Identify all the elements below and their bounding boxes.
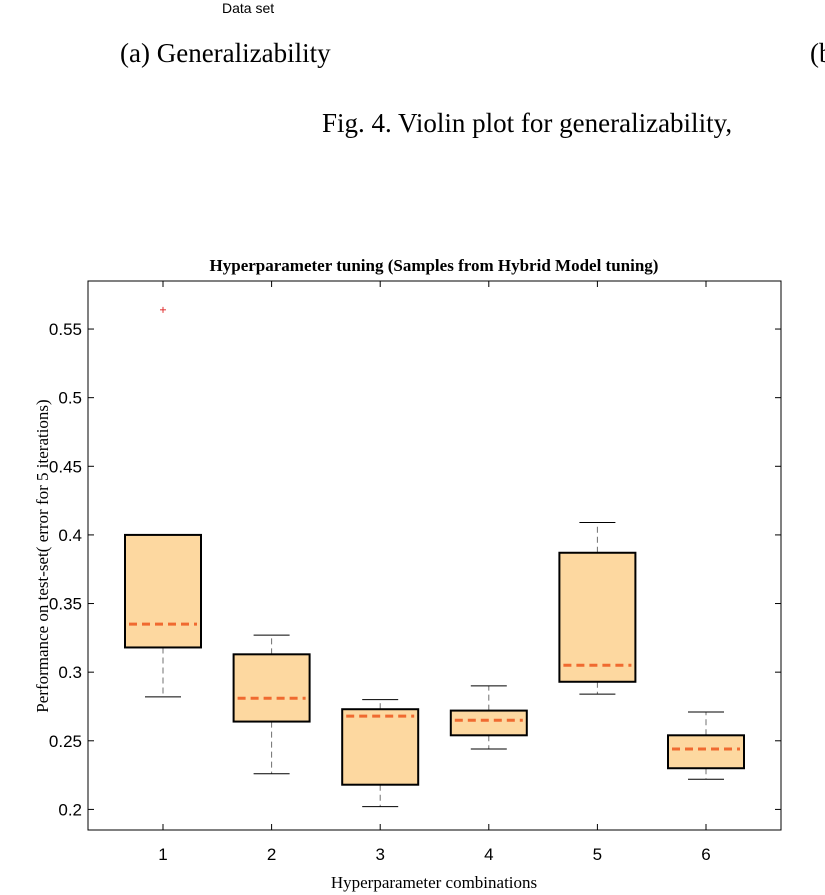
axes-frame — [87, 280, 782, 831]
box-5 — [558, 551, 637, 683]
x-tick-label: 3 — [375, 845, 384, 864]
outlier-marker — [160, 306, 166, 313]
box-6 — [667, 734, 745, 770]
x-axis-label: Hyperparameter combinations — [331, 873, 537, 892]
y-tick-label: 0.2 — [58, 800, 82, 819]
x-tick-label: 1 — [158, 845, 167, 864]
y-tick-label: 0.45 — [49, 457, 82, 476]
x-tick-label: 4 — [484, 845, 493, 864]
figure-caption: Fig. 4. Violin plot for generalizability… — [322, 108, 733, 138]
y-tick-label: 0.25 — [49, 732, 82, 751]
y-axis-label: Performance on test-set( error for 5 ite… — [33, 399, 52, 712]
y-tick-label: 0.3 — [58, 663, 82, 682]
x-tick-label: 2 — [267, 845, 276, 864]
box-1 — [124, 533, 202, 649]
y-tick-label: 0.4 — [58, 526, 82, 545]
top-text-fragment: Data set — [222, 0, 275, 16]
box-4 — [449, 709, 528, 737]
chart-title: Hyperparameter tuning (Samples from Hybr… — [210, 256, 659, 275]
x-tick-label: 5 — [593, 845, 602, 864]
box-2 — [232, 653, 311, 723]
subfigure-caption-b: (b — [810, 38, 825, 68]
subfigure-caption-a: (a) Generalizability — [120, 38, 331, 68]
plot-layer: 0.2 0.25 0.3 0.35 0.4 0.45 0.5 0.55 1 2 3 4 5 6 — [49, 280, 782, 864]
x-tick-label: 6 — [701, 845, 710, 864]
y-tick-label: 0.55 — [49, 320, 82, 339]
y-tick-label: 0.5 — [58, 389, 82, 408]
y-tick-label: 0.35 — [49, 595, 82, 614]
box-3 — [341, 708, 420, 786]
